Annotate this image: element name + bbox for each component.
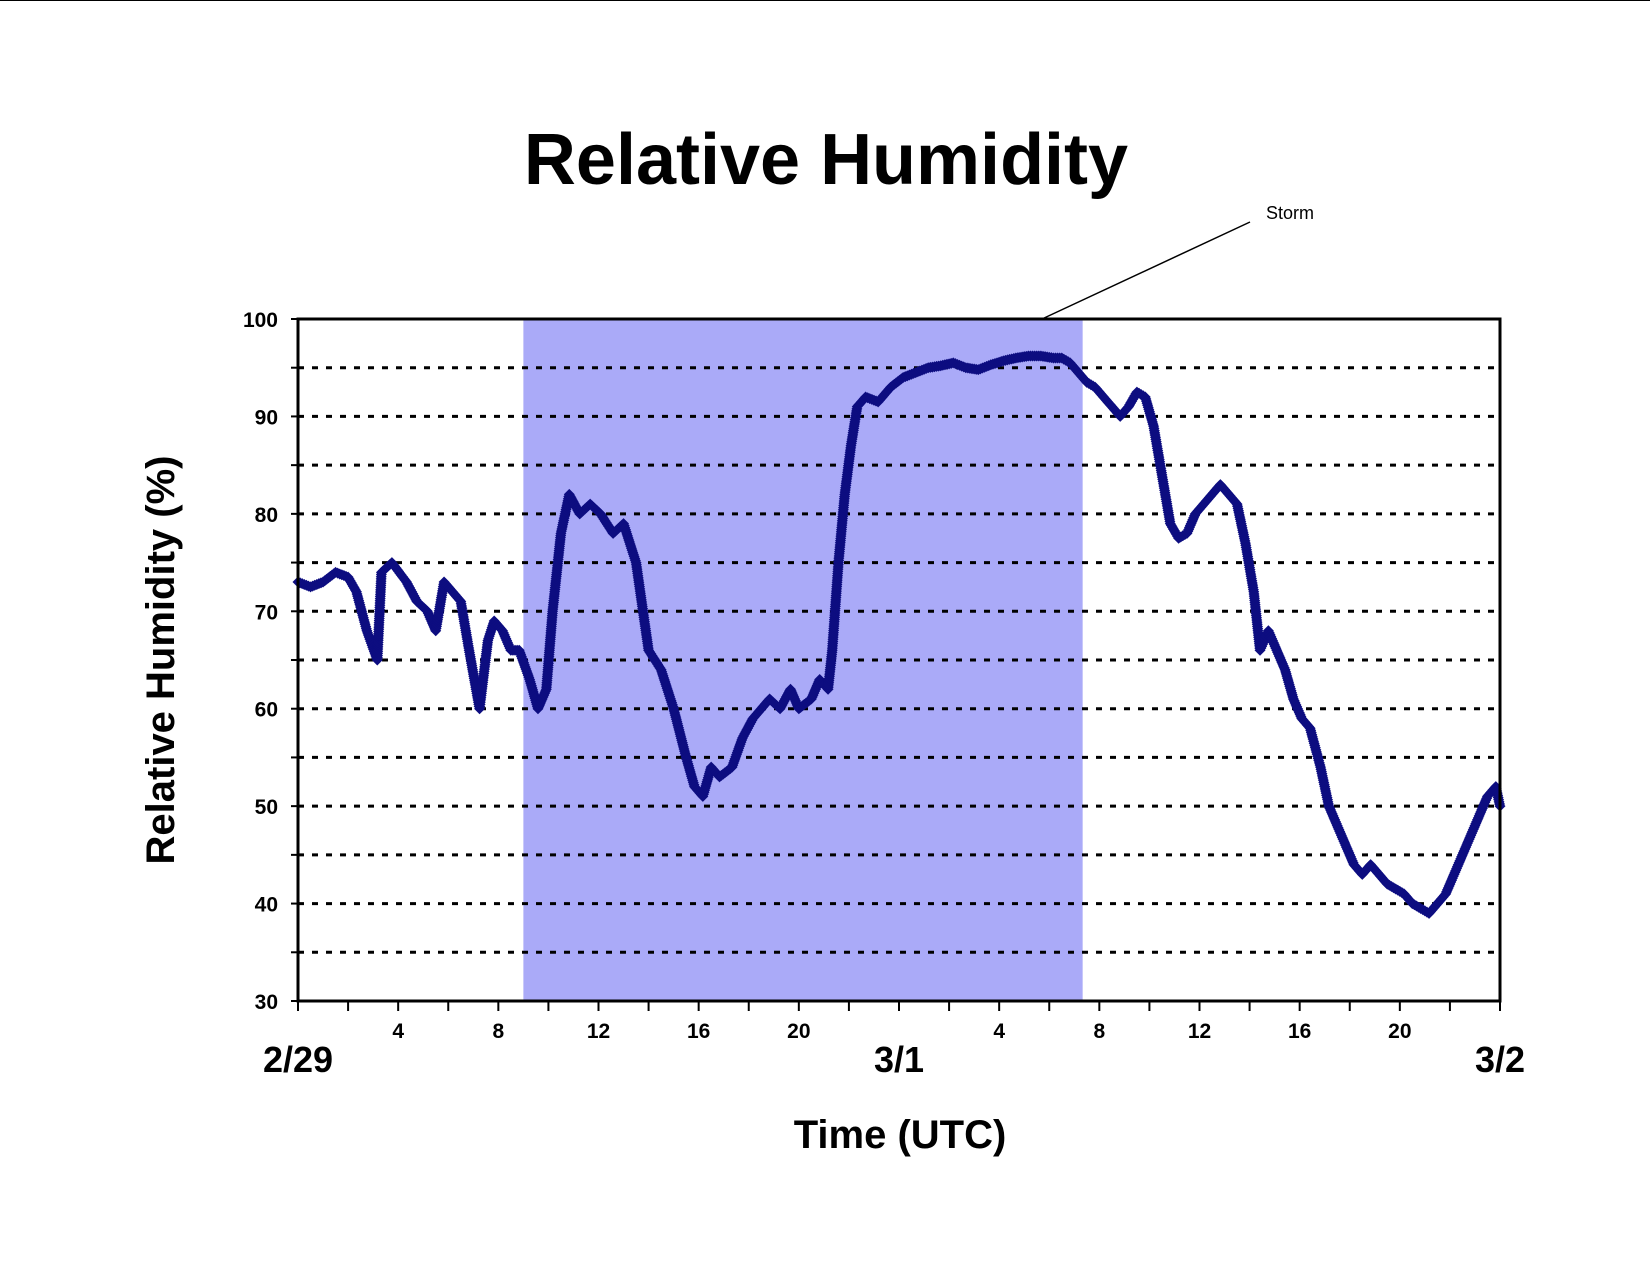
y-tick-label: 80 [255,504,278,527]
x-tick-label: 8 [1093,1020,1105,1043]
x-date-label: 3/1 [874,1039,924,1080]
storm-annotation: Storm [1266,203,1314,223]
x-tick-label: 16 [687,1020,710,1043]
y-axis-label: Relative Humidity (%) [139,456,183,865]
x-axis-label: Time (UTC) [794,1113,1007,1157]
x-tick-label: 16 [1288,1020,1311,1043]
x-tick-label: 12 [587,1020,610,1043]
x-date-label: 3/2 [1475,1039,1525,1080]
y-tick-label: 40 [255,894,278,917]
top-border-line [0,0,1650,1]
x-tick-label: 4 [993,1020,1005,1043]
x-date-label: 2/29 [263,1039,333,1080]
y-tick-label: 90 [255,406,278,429]
x-tick-label: 20 [1388,1020,1411,1043]
y-tick-label: 30 [255,991,278,1014]
plot-frame [296,317,1502,1003]
y-tick-label: 50 [255,796,278,819]
plot-area: 30 40 50 60 70 80 90 100 4 8 12 16 20 4 8 12 16 20 2/29 3/1… [243,203,1525,1080]
x-tick-label: 20 [787,1020,810,1043]
chart-title: Relative Humidity [524,120,1128,200]
x-tick-label: 8 [492,1020,504,1043]
y-tick-label: 100 [243,309,278,332]
y-tick-label: 70 [255,601,278,624]
x-tick-label: 12 [1188,1020,1211,1043]
storm-leader-line [1041,221,1251,320]
y-tick-label: 60 [255,699,278,722]
x-tick-label: 4 [392,1020,404,1043]
